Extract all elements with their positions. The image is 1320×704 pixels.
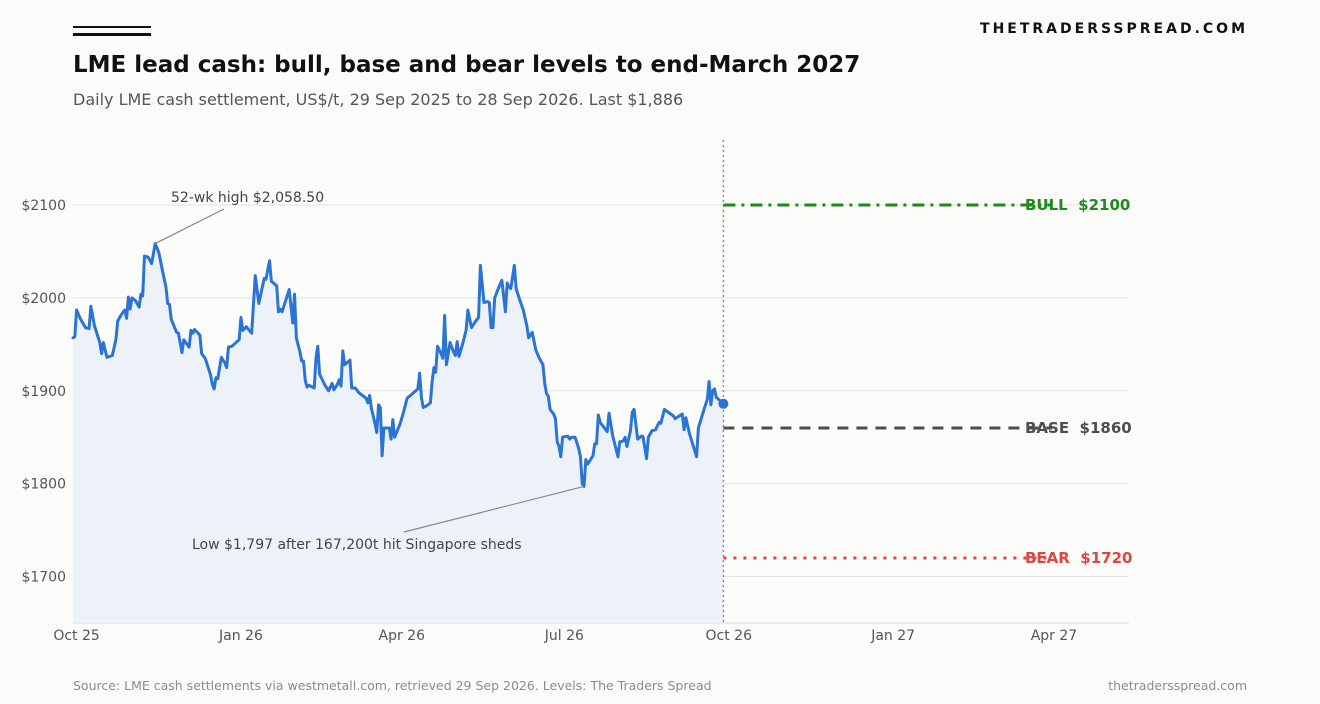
y-tick-label: $1800	[21, 477, 66, 493]
chart-subtitle: Daily LME cash settlement, US$/t, 29 Sep…	[73, 90, 684, 109]
x-tick-label: Oct 25	[53, 628, 99, 644]
price-area-fill	[73, 243, 724, 623]
x-tick-label: Jan 26	[218, 628, 263, 644]
x-tick-label: Apr 27	[1031, 628, 1077, 644]
y-tick-label: $2100	[21, 198, 66, 214]
x-tick-label: Jan 27	[870, 628, 915, 644]
x-tick-label: Jul 26	[544, 628, 584, 644]
header-rule-top	[73, 26, 151, 28]
footer-site: thetradersspread.com	[1108, 678, 1247, 693]
y-tick-label: $1900	[21, 384, 66, 400]
high-annotation-label: 52-wk high $2,058.50	[171, 190, 324, 206]
y-tick-label: $1700	[21, 570, 66, 586]
x-tick-label: Apr 26	[379, 628, 426, 644]
source-note: Source: LME cash settlements via westmet…	[73, 678, 712, 693]
low-annotation-leader	[403, 485, 585, 533]
header-rule-bottom	[73, 33, 151, 36]
bull-level-label: BULL $2100	[1025, 196, 1130, 214]
bear-level-label: BEAR $1720	[1025, 549, 1132, 567]
x-tick-label: Oct 26	[706, 628, 753, 644]
chart-title: LME lead cash: bull, base and bear level…	[73, 52, 861, 78]
high-annotation-leader	[154, 208, 225, 245]
low-annotation-label: Low $1,797 after 167,200t hit Singapore …	[192, 537, 522, 553]
price-line	[71, 242, 725, 488]
y-tick-label: $2000	[21, 291, 66, 307]
brand-wordmark: THETRADERSSPREAD.COM	[980, 21, 1248, 37]
base-level-label: BASE $1860	[1025, 419, 1132, 437]
last-value-marker	[718, 398, 729, 409]
